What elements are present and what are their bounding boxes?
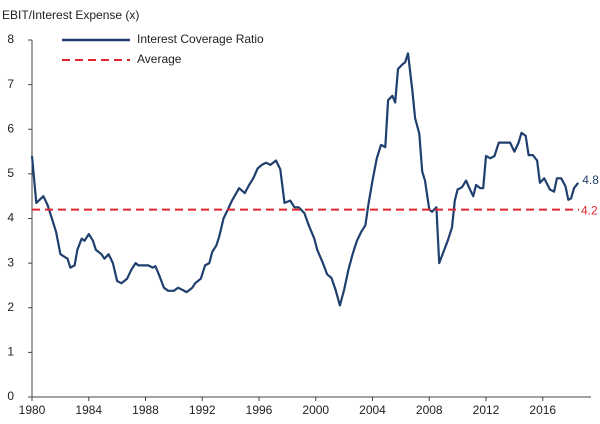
x-tick-label: 1992 — [189, 403, 216, 417]
y-tick-label: 2 — [7, 300, 14, 314]
end-label: 4.8 — [582, 173, 599, 187]
x-tick-label: 1996 — [246, 403, 273, 417]
legend-label: Interest Coverage Ratio — [137, 32, 264, 46]
y-tick-label: 1 — [7, 345, 14, 359]
y-tick-label: 0 — [7, 389, 14, 403]
y-axis-label: EBIT/Interest Expense (x) — [2, 8, 139, 22]
y-tick-label: 5 — [7, 166, 14, 180]
x-tick-label: 2016 — [529, 403, 556, 417]
y-tick-label: 4 — [7, 211, 14, 225]
x-tick-label: 2000 — [302, 403, 329, 417]
y-tick-label: 7 — [7, 77, 14, 91]
average-label: 4.2 — [581, 204, 598, 218]
y-tick-label: 6 — [7, 121, 14, 135]
legend-label: Average — [137, 52, 182, 66]
y-tick-label: 3 — [7, 255, 14, 269]
x-tick-label: 1988 — [132, 403, 159, 417]
x-tick-label: 1984 — [75, 403, 102, 417]
x-tick-label: 2008 — [416, 403, 443, 417]
y-tick-label: 8 — [7, 32, 14, 46]
x-tick-label: 2012 — [473, 403, 500, 417]
series-line — [30, 52, 580, 307]
x-tick-label: 1980 — [19, 403, 46, 417]
x-tick-label: 2004 — [359, 403, 386, 417]
